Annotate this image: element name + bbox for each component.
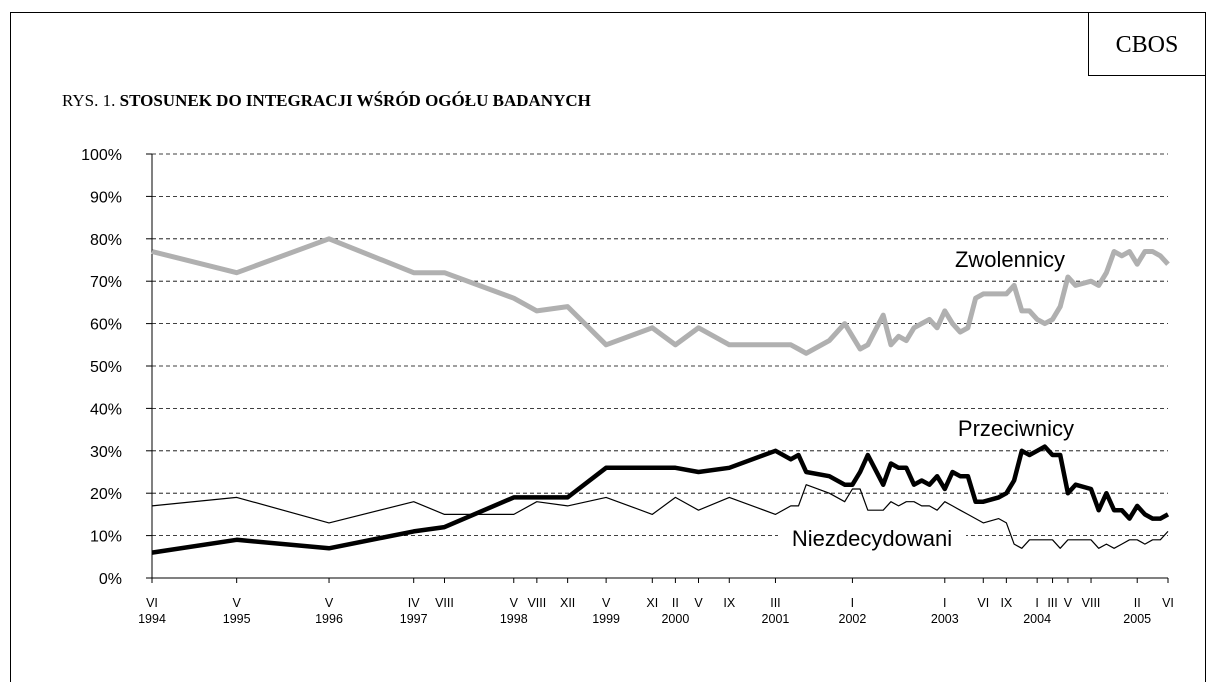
y-tick-label: 0% [99,571,122,588]
x-tick-label: V [325,596,334,610]
x-year-label: 1999 [592,612,620,626]
x-tick-label: III [770,596,780,610]
x-tick-label: II [1134,596,1141,610]
x-tick-label: V [1064,596,1073,610]
x-year-label: 1995 [223,612,251,626]
x-tick-label: V [510,596,519,610]
x-year-label: 1997 [400,612,428,626]
x-tick-label: IX [1000,596,1012,610]
x-year-label: 2003 [931,612,959,626]
source: CBOS [1116,32,1179,58]
x-tick-label: I [943,596,946,610]
x-year-label: 1998 [500,612,528,626]
x-tick-label: VIII [435,596,454,610]
x-year-label: 2004 [1023,612,1051,626]
x-tick-label: VIII [1082,596,1101,610]
label-background [778,524,966,554]
series-line [151,236,1170,356]
y-tick-label: 50% [90,359,122,376]
series-label: Niezdecydowani [792,526,952,551]
x-tick-label: VI [977,596,989,610]
x-tick-label: V [694,596,703,610]
x-year-label: 2002 [839,612,867,626]
x-tick-label: III [1047,596,1057,610]
source-box [1088,12,1206,76]
series-label: Zwolennicy [955,247,1065,272]
x-tick-label: IX [723,596,735,610]
y-tick-label: 70% [90,274,122,291]
x-tick-label: XII [560,596,575,610]
frame [10,12,1206,682]
x-year-label: 2005 [1123,612,1151,626]
y-tick-label: 30% [90,444,122,461]
y-tick-label: 10% [90,529,122,546]
title: STOSUNEK DO INTEGRACJI WŚRÓD OGÓŁU BADAN… [120,91,591,110]
y-tick-label: 80% [90,232,122,249]
series-label: Przeciwnicy [958,416,1074,441]
x-tick-label: II [672,596,679,610]
y-tick-label: 100% [81,147,122,164]
y-tick-label: 60% [90,317,122,334]
x-tick-label: I [1035,596,1038,610]
x-tick-label: V [602,596,611,610]
x-year-label: 2001 [762,612,790,626]
chart-title: RYS. 1. STOSUNEK DO INTEGRACJI WŚRÓD OGÓ… [62,91,591,110]
x-tick-label: VIII [527,596,546,610]
series-line [151,484,1169,549]
x-tick-label: VI [146,596,158,610]
figure-label: RYS. 1. [62,91,115,110]
x-tick-label: IV [408,596,420,610]
x-tick-label: XI [646,596,658,610]
x-year-label: 1996 [315,612,343,626]
x-tick-label: VI [1162,596,1174,610]
x-year-label: 2000 [661,612,689,626]
x-tick-label: I [851,596,854,610]
x-year-label: 1994 [138,612,166,626]
x-tick-label: V [232,596,241,610]
series-line [151,444,1170,555]
y-tick-label: 40% [90,401,122,418]
y-tick-label: 90% [90,189,122,206]
y-tick-label: 20% [90,486,122,503]
